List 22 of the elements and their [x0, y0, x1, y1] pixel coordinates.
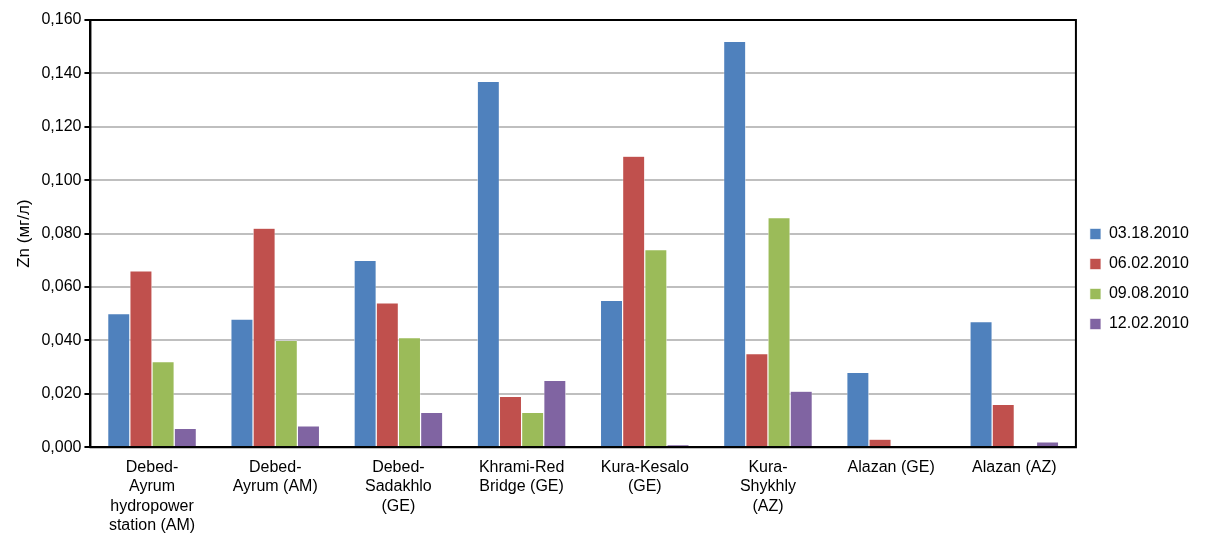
- x-tick-label: Kura-Kesalo (GE): [600, 458, 689, 495]
- legend-label: 12.02.2010: [1108, 314, 1190, 332]
- x-tick-label: Debed-Sadakhlo (GE): [365, 458, 432, 514]
- y-axis-title: Zn (мг/л): [13, 199, 33, 268]
- y-tick-label: 0,140: [41, 63, 82, 81]
- y-tick-label: 0,160: [41, 10, 82, 28]
- x-tick-label: Alazan (GE): [847, 458, 935, 476]
- y-tick-label: 0,080: [41, 224, 82, 242]
- y-tick-label: 0,060: [41, 277, 82, 295]
- legend-label: 03.18.2010: [1108, 224, 1190, 242]
- x-tick-label: Kura-Shykhly (AZ): [739, 458, 796, 514]
- y-tick-label: 0,020: [41, 384, 82, 402]
- legend-label: 06.02.2010: [1108, 254, 1190, 272]
- x-tick-label: Debed-Ayrum (AM): [232, 458, 318, 495]
- y-tick-label: 0,120: [41, 117, 82, 135]
- x-tick-label: Khrami-Red Bridge (GE): [478, 458, 565, 495]
- x-tick-label: Debed-Ayrum hydropower station (AM): [108, 458, 196, 533]
- y-tick-label: 0,040: [41, 330, 82, 348]
- x-tick-label: Alazan (AZ): [972, 458, 1057, 476]
- legend-label: 09.08.2010: [1108, 284, 1190, 302]
- y-tick-label: 0,000: [41, 437, 82, 455]
- y-tick-label: 0,100: [41, 170, 82, 188]
